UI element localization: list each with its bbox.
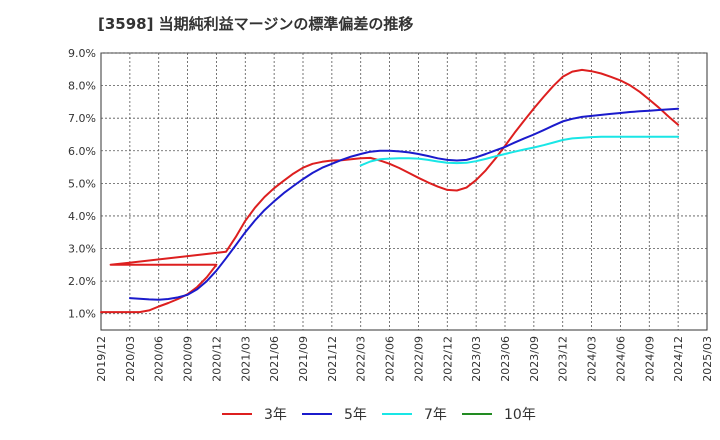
legend-label-2: 7年 bbox=[424, 407, 447, 423]
x-tick-label: 2024/03 bbox=[586, 336, 599, 382]
x-tick-label: 2021/12 bbox=[326, 336, 339, 382]
y-tick-label: 2.0% bbox=[68, 275, 96, 288]
x-tick-label: 2019/12 bbox=[95, 336, 108, 382]
x-tick-label: 2021/09 bbox=[297, 336, 310, 382]
legend-label-0: 3年 bbox=[264, 407, 287, 423]
series-line-0 bbox=[100, 68, 680, 314]
x-tick-label: 2023/09 bbox=[528, 336, 541, 382]
y-tick-label: 1.0% bbox=[68, 308, 96, 321]
x-tick-label: 2022/03 bbox=[355, 336, 368, 382]
x-tick-label: 2020/12 bbox=[210, 336, 223, 382]
series-line-2 bbox=[359, 135, 680, 167]
y-tick-label: 7.0% bbox=[68, 112, 96, 125]
x-tick-label: 2024/09 bbox=[643, 336, 656, 382]
x-tick-label: 2020/03 bbox=[124, 336, 137, 382]
legend-label-3: 10年 bbox=[504, 407, 536, 423]
chart-title: [3598] 当期純利益マージンの標準偏差の推移 bbox=[98, 15, 414, 33]
y-tick-label: 4.0% bbox=[68, 210, 96, 223]
x-tick-label: 2022/09 bbox=[412, 336, 425, 382]
y-tick-label: 3.0% bbox=[68, 243, 96, 256]
y-axis: 1.0% 2.0% 3.0% 4.0% 5.0% 6.0% 7.0% 8.0% 9.0% bbox=[68, 47, 96, 321]
legend: 3年 5年 7年 10年 bbox=[222, 407, 536, 423]
x-tick-label: 2023/06 bbox=[499, 336, 512, 382]
y-tick-label: 6.0% bbox=[68, 145, 96, 158]
x-tick-label: 2021/03 bbox=[239, 336, 252, 382]
x-axis: 2019/12 2020/03 2020/06 2020/09 2020/12 2021/… bbox=[95, 336, 714, 382]
x-tick-label: 2022/12 bbox=[441, 336, 454, 382]
y-tick-label: 9.0% bbox=[68, 47, 96, 60]
y-tick-label: 5.0% bbox=[68, 177, 96, 190]
x-tick-label: 2023/12 bbox=[557, 336, 570, 382]
x-tick-label: 2023/03 bbox=[470, 336, 483, 382]
x-tick-label: 2022/06 bbox=[384, 336, 397, 382]
x-tick-label: 2024/12 bbox=[672, 336, 685, 382]
plot-area bbox=[100, 52, 708, 331]
x-tick-label: 2020/06 bbox=[153, 336, 166, 382]
series-line-1 bbox=[128, 107, 680, 301]
x-tick-label: 2024/06 bbox=[614, 336, 627, 382]
series-lines bbox=[100, 68, 680, 314]
x-tick-label: 2020/09 bbox=[182, 336, 195, 382]
x-tick-label: 2025/03 bbox=[701, 336, 714, 382]
y-tick-label: 8.0% bbox=[68, 80, 96, 93]
legend-label-1: 5年 bbox=[344, 407, 367, 423]
x-tick-label: 2021/06 bbox=[268, 336, 281, 382]
